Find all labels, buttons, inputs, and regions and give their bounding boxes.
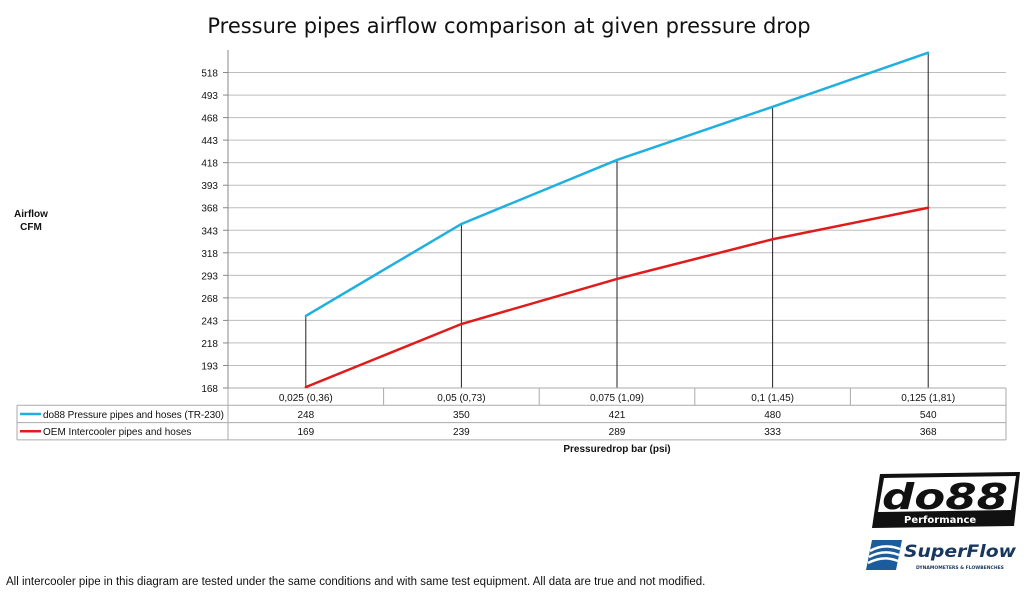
y-tick-label: 393	[201, 181, 218, 192]
legend-label: OEM Intercooler pipes and hoses	[43, 427, 191, 438]
y-tick-label: 493	[201, 91, 218, 102]
x-tick-label: 0,025 (0,36)	[279, 393, 333, 404]
y-tick-label: 318	[201, 249, 218, 260]
chart-title-text: Pressure pipes airflow comparison at giv…	[207, 14, 811, 38]
y-tick-label: 168	[201, 384, 218, 395]
table-cell: 480	[764, 410, 781, 421]
table-cell: 540	[920, 410, 937, 421]
y-tick-label: 443	[201, 136, 218, 147]
table-cell: 421	[609, 410, 626, 421]
svg-text:SuperFlow: SuperFlow	[904, 542, 1016, 562]
table-cell: 169	[297, 427, 314, 438]
chart-title: Pressure pipes airflow comparison at giv…	[0, 14, 1024, 38]
do88-logo: do88 Performance	[872, 472, 1020, 528]
y-tick-label: 518	[201, 69, 218, 80]
table-cell: 248	[297, 410, 314, 421]
y-tick-label: 243	[201, 316, 218, 327]
x-tick-label: 0,075 (1,09)	[590, 393, 644, 404]
y-tick-label: 468	[201, 114, 218, 125]
data-point	[304, 385, 307, 389]
y-axis-label-line: CFM	[20, 222, 42, 233]
data-point	[927, 206, 930, 209]
data-point	[304, 314, 307, 318]
data-point	[460, 322, 463, 326]
y-tick-label: 343	[201, 226, 218, 237]
y-tick-label: 418	[201, 159, 218, 170]
data-point	[615, 277, 619, 281]
table-cell: 350	[453, 410, 470, 421]
svg-text:DYNAMOMETERS & FLOWBENCHES: DYNAMOMETERS & FLOWBENCHES	[916, 565, 1004, 571]
svg-text:Performance: Performance	[904, 515, 976, 526]
data-point	[460, 222, 463, 226]
footnote: All intercooler pipe in this diagram are…	[6, 576, 706, 588]
legend-label: do88 Pressure pipes and hoses (TR-230)	[43, 410, 224, 421]
y-axis-label: Airflow CFM	[6, 208, 56, 234]
data-point	[615, 158, 619, 162]
data-point	[771, 238, 774, 241]
superflow-logo: SuperFlow DYNAMOMETERS & FLOWBENCHES	[866, 540, 1016, 571]
y-axis-label-line: Airflow	[14, 209, 48, 220]
x-tick-label: 0,125 (1,81)	[901, 393, 955, 404]
x-tick-label: 0,1 (1,45)	[751, 393, 794, 404]
table-cell: 289	[609, 427, 626, 438]
table-cell: 333	[764, 427, 781, 438]
y-tick-label: 293	[201, 271, 218, 282]
table-cell: 239	[453, 427, 470, 438]
y-tick-label: 268	[201, 294, 218, 305]
y-tick-label: 193	[201, 361, 218, 372]
data-point	[771, 105, 774, 108]
svg-text:do88: do88	[882, 477, 1008, 518]
x-tick-label: 0,05 (0,73)	[437, 393, 485, 404]
y-tick-label: 218	[201, 339, 218, 350]
y-tick-label: 368	[201, 204, 218, 215]
x-axis-label: Pressuredrop bar (psi)	[563, 444, 671, 455]
data-point	[927, 51, 930, 54]
table-cell: 368	[920, 427, 937, 438]
